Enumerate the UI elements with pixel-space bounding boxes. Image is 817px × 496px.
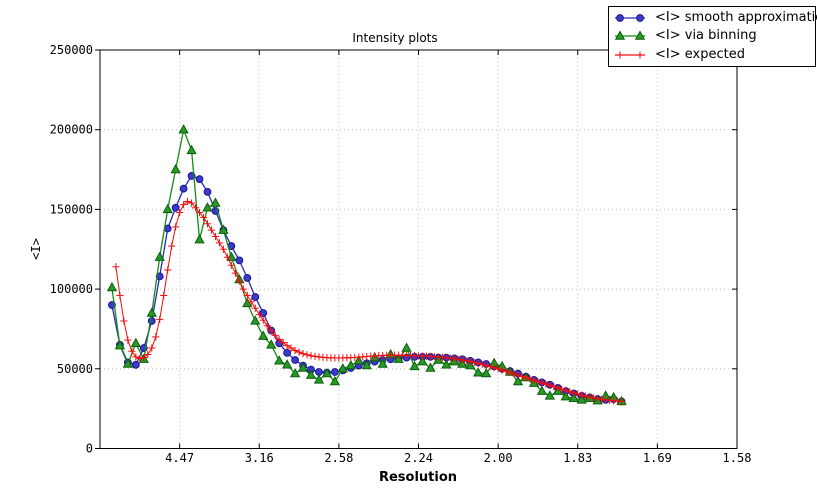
legend-label: <I> via binning: [655, 28, 757, 44]
marker-circle: [259, 309, 268, 317]
marker-triangle: [289, 367, 301, 378]
marker-triangle: [536, 385, 548, 395]
marker-circle: [251, 293, 260, 301]
marker-circle: [243, 274, 252, 282]
marker-circle: [235, 256, 244, 265]
marker-triangle: [345, 359, 356, 370]
marker-triangle: [512, 375, 524, 386]
marker-triangle: [576, 394, 587, 404]
marker-triangle: [226, 251, 237, 261]
marker-triangle: [560, 391, 571, 401]
x-tick-label: 1.69: [643, 451, 672, 465]
legend-sample-triangle-line: [614, 30, 646, 41]
axis-tick-labels: 4.47 3.16 2.58 2.24 2.00 1.83 1.69 1.58 0 50000 10…: [50, 43, 752, 465]
series-expected: [112, 197, 626, 405]
marker-triangle: [154, 251, 165, 261]
y-tick-label: 100000: [50, 282, 93, 296]
marker-circle: [131, 360, 140, 369]
marker-circle: [283, 348, 292, 357]
marker-triangle: [114, 340, 126, 350]
marker-triangle: [425, 362, 436, 372]
marker-triangle: [401, 342, 412, 352]
x-tick-label: 1.83: [563, 451, 592, 465]
x-axis-label: Resolution: [379, 470, 457, 485]
marker-triangle: [313, 374, 325, 384]
marker-circle: [203, 187, 212, 196]
marker-circle: [636, 14, 644, 23]
y-tick-label: 200000: [50, 123, 93, 137]
axis-ticks: [95, 49, 738, 449]
marker-circle: [330, 368, 339, 376]
plot-border: [99, 49, 738, 449]
marker-triangle: [162, 203, 173, 214]
legend-sample-plus-line: [615, 51, 645, 59]
series-line: [115, 200, 622, 402]
marker-triangle: [210, 197, 221, 207]
marker-triangle: [417, 355, 428, 366]
legend-label: <I> expected: [655, 46, 745, 62]
marker-triangle: [122, 358, 134, 368]
x-tick-label: 2.58: [324, 451, 353, 465]
marker-circle: [179, 184, 188, 193]
series-smooth-approximation: [108, 172, 626, 406]
legend-item-via-binning: <I> via binning: [613, 27, 811, 45]
marker-triangle: [544, 390, 556, 400]
legend-sample-circle-line: [615, 14, 645, 23]
marker-triangle: [266, 339, 277, 349]
marker-triangle: [218, 224, 229, 234]
marker-triangle: [361, 359, 372, 370]
legend: <I> smooth approximation <I> via binning…: [608, 6, 817, 67]
marker-circle: [155, 272, 164, 281]
marker-triangle: [281, 359, 293, 369]
legend-item-smooth-approximation: <I> smooth approximation: [613, 9, 817, 27]
y-tick-label: 150000: [50, 202, 93, 216]
marker-triangle: [409, 360, 420, 371]
marker-triangle: [305, 369, 317, 379]
marker-triangle: [130, 337, 141, 347]
marker-triangle: [321, 367, 333, 378]
marker-triangle: [614, 30, 626, 41]
data-series-layer: [106, 124, 627, 406]
legend-item-expected: <I> expected: [613, 46, 811, 64]
marker-triangle: [274, 355, 285, 365]
marker-triangle: [170, 163, 181, 174]
x-tick-label: 2.24: [404, 451, 433, 465]
x-tick-label: 3.16: [245, 451, 274, 465]
y-axis-label: <I>: [29, 238, 43, 260]
marker-triangle: [297, 362, 309, 372]
marker-circle: [171, 203, 180, 212]
x-tick-label: 4.47: [165, 451, 194, 465]
y-tick-label: 250000: [50, 43, 93, 57]
marker-triangle: [146, 307, 157, 317]
marker-triangle: [481, 367, 492, 378]
marker-circle: [616, 14, 624, 23]
marker-triangle: [329, 375, 341, 386]
marker-triangle: [337, 363, 349, 373]
grid-lines: [100, 50, 737, 449]
marker-circle: [195, 175, 204, 184]
marker-triangle: [250, 315, 261, 325]
marker-triangle: [202, 202, 213, 212]
marker-triangle: [634, 30, 646, 41]
y-tick-label: 0: [86, 442, 93, 456]
marker-triangle: [441, 359, 452, 369]
y-tick-label: 50000: [57, 362, 93, 376]
chart-title: Intensity plots: [352, 31, 437, 45]
marker-triangle: [377, 358, 388, 368]
marker-triangle: [194, 234, 205, 244]
marker-triangle: [258, 330, 269, 340]
x-tick-label: 1.58: [723, 451, 752, 465]
marker-triangle: [178, 124, 189, 134]
marker-triangle: [242, 297, 253, 308]
legend-label: <I> smooth approximation: [655, 10, 817, 26]
marker-triangle: [186, 144, 197, 155]
x-tick-label: 2.00: [484, 451, 513, 465]
marker-circle: [291, 356, 299, 364]
marker-triangle: [106, 281, 118, 292]
series-via-binning: [106, 124, 627, 406]
marker-triangle: [473, 367, 484, 377]
marker-triangle: [568, 392, 579, 402]
